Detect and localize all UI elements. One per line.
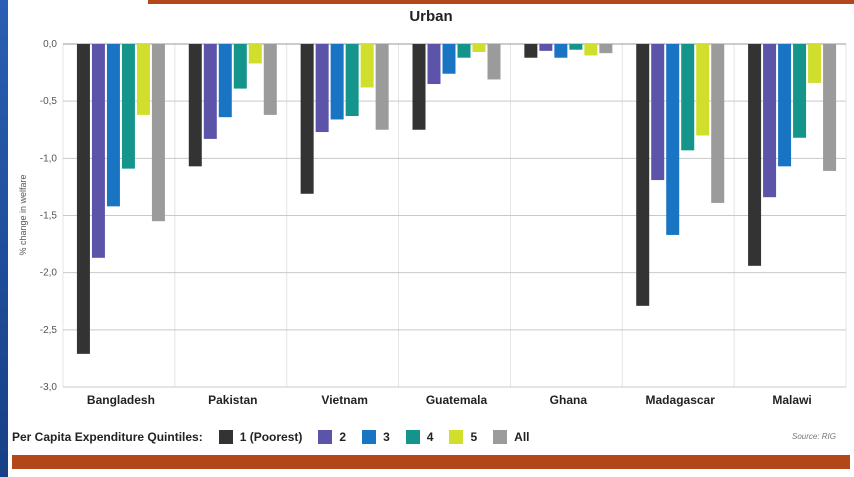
legend-item-5: 5 [449,430,477,444]
legend-item-3: 3 [362,430,390,444]
chart-panel: Urban % change in welfare 0,0 -0,5 -1,0 -1,… [8,0,854,477]
legend-swatch-3 [362,430,377,444]
chart-title: Urban [409,8,453,25]
gridlines [62,43,847,388]
bar-madagascar-2 [651,44,665,181]
bar-madagascar-all [711,44,725,203]
bar-ghana-all [599,44,613,54]
legend-swatch-all [493,430,508,444]
legend-label-3: 3 [383,430,390,444]
plot-area: 0,0 -0,5 -1,0 -1,5 -2,0 -2,5 -3,0 Bangladesh Pa… [40,39,847,407]
category-labels: Bangladesh Pakistan Vietnam Guatemala Ghana M… [87,393,812,407]
category-label: Bangladesh [87,393,155,407]
bar-malawi-1 [748,44,762,266]
bar-bangladesh-4 [121,44,135,169]
bar-vietnam-all [375,44,389,130]
bar-pakistan-2 [203,44,217,139]
bar-bangladesh-3 [106,44,120,207]
category-label: Vietnam [321,393,367,407]
legend-label-all: All [514,430,530,444]
bar-madagascar-5 [696,44,710,136]
bar-madagascar-3 [666,44,680,235]
y-tick-label: 0,0 [43,39,57,50]
legend-label-2: 2 [339,430,347,444]
bar-malawi-3 [778,44,792,167]
legend-swatch-4 [405,430,420,444]
source-note: Source: RIG [791,432,836,441]
y-tick-labels: 0,0 -0,5 -1,0 -1,5 -2,0 -2,5 -3,0 [40,39,58,393]
bar-pakistan-3 [218,44,232,118]
bar-bangladesh-1 [76,44,90,354]
bar-guatemala-all [487,44,501,80]
y-tick-label: -2,0 [40,268,58,279]
y-tick-label: -1,0 [40,153,58,164]
legend-swatch-1 [218,430,233,444]
legend-title: Per Capita Expenditure Quintiles: [12,430,203,444]
legend-label-5: 5 [470,430,478,444]
slide-edge [0,0,8,477]
bar-ghana-4 [569,44,583,50]
y-tick-label: -1,5 [40,211,58,222]
bar-guatemala-1 [412,44,426,130]
y-tick-label: -3,0 [40,382,58,393]
bar-ghana-2 [539,44,553,51]
category-label: Ghana [550,393,588,407]
bar-ghana-1 [524,44,538,58]
legend-label-4: 4 [426,430,434,444]
bar-vietnam-3 [330,44,344,120]
bar-vietnam-5 [360,44,374,88]
bar-bangladesh-2 [91,44,105,258]
bar-madagascar-4 [681,44,695,151]
bar-ghana-3 [554,44,568,58]
legend-item-4: 4 [405,430,434,444]
bar-malawi-5 [808,44,822,83]
legend-item-2: 2 [318,430,346,444]
bar-pakistan-1 [188,44,202,167]
bar-malawi-2 [763,44,777,198]
bar-guatemala-5 [472,44,486,53]
bar-vietnam-1 [300,44,314,194]
bar-pakistan-5 [248,44,262,64]
legend-item-1: 1 (Poorest) [218,430,303,444]
bar-malawi-all [823,44,837,171]
category-label: Guatemala [426,393,488,407]
legend: Per Capita Expenditure Quintiles: 1 (Poo… [12,428,538,446]
legend-swatch-5 [449,430,464,444]
bar-bangladesh-5 [136,44,150,115]
legend-label-1: 1 (Poorest) [239,430,303,444]
bar-bangladesh-all [151,44,165,222]
bar-pakistan-4 [233,44,247,89]
bar-madagascar-1 [636,44,650,306]
bottom-bar [12,455,850,469]
bar-guatemala-2 [427,44,441,85]
y-tick-label: -0,5 [40,96,58,107]
bars [76,44,837,354]
category-label: Malawi [772,393,811,407]
bar-pakistan-all [263,44,277,115]
bar-vietnam-4 [345,44,359,117]
legend-item-all: All [493,430,530,444]
y-tick-label: -2,5 [40,325,58,336]
category-label: Pakistan [208,393,257,407]
bar-ghana-5 [584,44,598,56]
bar-vietnam-2 [315,44,329,133]
bar-guatemala-4 [457,44,471,58]
top-rule [148,0,854,4]
legend-swatch-2 [318,430,333,444]
bar-guatemala-3 [442,44,456,74]
bar-malawi-4 [793,44,807,138]
category-label: Madagascar [646,393,716,407]
